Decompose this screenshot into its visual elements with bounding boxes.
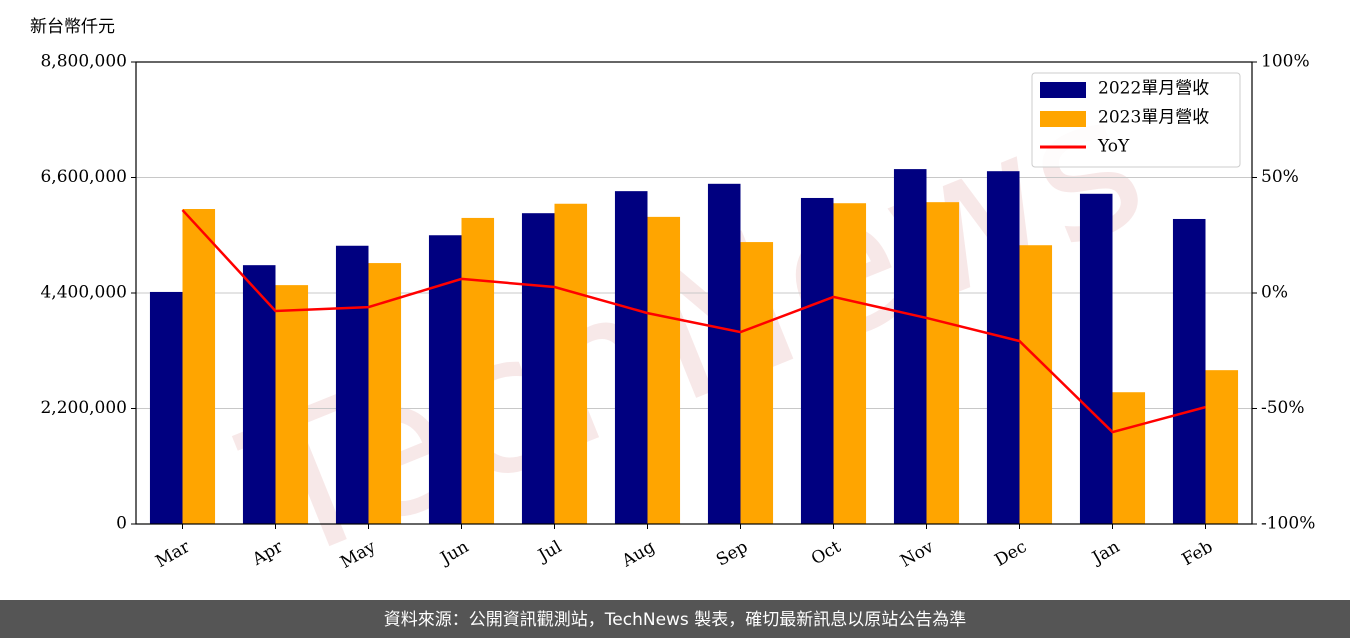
x-tick-label: Aug [618, 537, 659, 572]
legend-label: YoY [1097, 137, 1130, 157]
bar [647, 216, 681, 524]
x-tick-label: Mar [152, 536, 194, 572]
x-tick-label: Oct [808, 537, 844, 570]
bar [893, 169, 927, 524]
bar [1172, 218, 1206, 524]
y2-tick-label: 100% [1261, 52, 1310, 72]
legend-label: 2023單月營收 [1098, 108, 1209, 128]
y-tick-label: 8,800,000 [40, 52, 127, 72]
bar [926, 202, 960, 525]
y-axis-label: 新台幣仟元 [30, 17, 115, 37]
bar [461, 217, 495, 525]
legend-swatch [1040, 111, 1086, 127]
bar [428, 235, 462, 524]
bar [1079, 193, 1113, 524]
bar [1019, 245, 1053, 524]
x-tick-label: Sep [713, 537, 751, 571]
bar [707, 183, 741, 525]
y2-tick-label: 50% [1261, 167, 1299, 187]
x-tick-label: Jan [1087, 537, 1123, 569]
line [181, 209, 1206, 434]
bar [833, 203, 867, 524]
bar [182, 209, 216, 524]
y-tick-label: 2,200,000 [40, 398, 127, 418]
y-tick-label: 4,400,000 [40, 283, 127, 303]
bar [986, 171, 1020, 524]
bar [242, 265, 276, 524]
y2-tick-label: -100% [1261, 514, 1315, 534]
plot-frame [135, 61, 1253, 525]
legend-swatch [1040, 82, 1086, 98]
y-tick-label: 0 [116, 514, 127, 534]
x-tick-label: Dec [991, 537, 1030, 571]
bar [335, 245, 369, 524]
legend-label: 2022單月營收 [1098, 79, 1209, 99]
bar [521, 213, 555, 524]
footer [0, 600, 1350, 638]
bar [800, 197, 834, 524]
y2-tick-label: -50% [1261, 398, 1305, 418]
bar [554, 203, 588, 524]
y2-tick-label: 0% [1261, 283, 1288, 303]
bar [1205, 370, 1239, 524]
bar [740, 242, 774, 524]
source-note: 資料來源：公開資訊觀測站，TechNews 製表，確切最新訊息以原站公告為準 [384, 610, 966, 630]
bar [275, 285, 309, 524]
x-tick-label: Feb [1179, 537, 1217, 570]
bar [614, 191, 648, 524]
y-tick-label: 6,600,000 [40, 167, 127, 187]
bar [1112, 392, 1146, 524]
x-tick-label: Jul [533, 537, 565, 567]
bar [149, 291, 183, 524]
x-tick-label: Nov [897, 537, 937, 572]
